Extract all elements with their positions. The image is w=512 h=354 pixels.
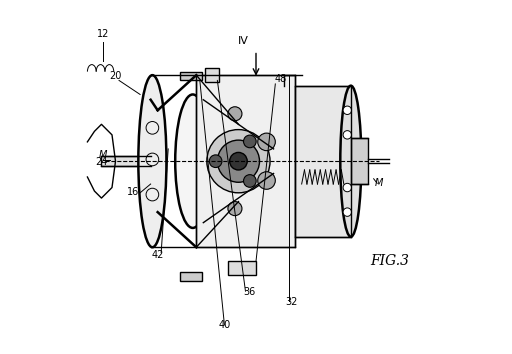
Circle shape	[343, 208, 352, 216]
Circle shape	[343, 131, 352, 139]
Bar	[205, 68, 219, 82]
Text: 36: 36	[243, 287, 255, 297]
Ellipse shape	[138, 75, 166, 247]
Circle shape	[343, 106, 352, 114]
Circle shape	[218, 140, 260, 182]
Text: 42: 42	[152, 250, 164, 260]
Text: 24: 24	[95, 157, 108, 167]
Circle shape	[228, 107, 242, 121]
Circle shape	[230, 153, 247, 170]
Ellipse shape	[175, 95, 210, 228]
Text: M: M	[99, 150, 108, 160]
Text: 20: 20	[110, 71, 122, 81]
Text: 40: 40	[218, 320, 230, 330]
Bar	[181, 272, 202, 281]
Bar	[228, 261, 256, 275]
Circle shape	[244, 135, 256, 148]
Text: 12: 12	[97, 29, 110, 39]
Circle shape	[207, 130, 270, 193]
Circle shape	[343, 183, 352, 192]
Bar	[294, 86, 351, 237]
Ellipse shape	[340, 86, 361, 237]
Text: FIG.3: FIG.3	[370, 254, 409, 268]
Bar	[101, 156, 151, 166]
Text: 16: 16	[127, 187, 139, 196]
Circle shape	[258, 172, 275, 189]
Bar	[181, 72, 202, 80]
Text: IV: IV	[238, 35, 249, 46]
Circle shape	[244, 175, 256, 187]
Bar	[351, 138, 369, 184]
Text: 32: 32	[285, 297, 297, 307]
Circle shape	[258, 133, 275, 151]
Text: M: M	[375, 178, 383, 188]
Text: 48: 48	[274, 74, 287, 84]
Bar	[196, 75, 294, 247]
Circle shape	[228, 201, 242, 216]
Circle shape	[209, 155, 222, 167]
